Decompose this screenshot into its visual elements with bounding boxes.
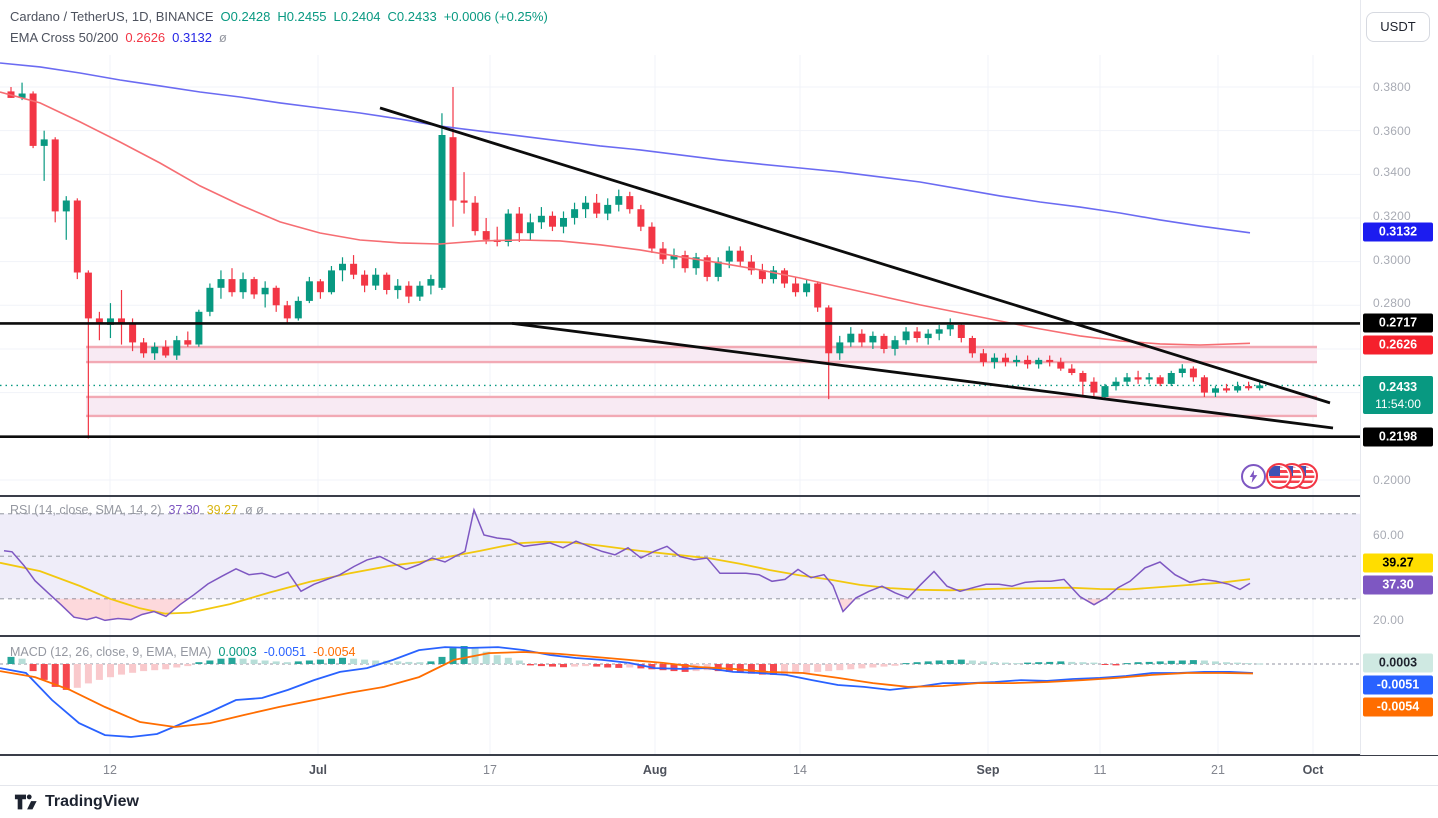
macd-badge: -0.0054 <box>1363 697 1433 717</box>
axis-label: 0.3200 <box>1373 209 1411 223</box>
macd-line-value: -0.0051 <box>263 645 307 659</box>
time-tick: Jul <box>308 763 328 777</box>
macd-signal-value: -0.0054 <box>313 645 356 659</box>
macd-label: MACD (12, 26, close, 9, EMA, EMA) <box>10 645 212 659</box>
ohlc-close: C0.2433 <box>387 9 437 24</box>
time-tick: Oct <box>1302 763 1324 777</box>
price-badge: 0.2717 <box>1363 313 1433 333</box>
footer-bar: TradingView <box>0 786 1438 818</box>
rsi-value: 37.30 <box>168 503 200 517</box>
currency-toggle-button[interactable]: USDT <box>1366 12 1430 42</box>
price-badge: 0.3132 <box>1363 222 1433 242</box>
ema200-value: 0.3132 <box>172 30 212 45</box>
macd-legend: MACD (12, 26, close, 9, EMA, EMA) 0.0003… <box>10 645 356 659</box>
ema-cross-legend: EMA Cross 50/200 0.2626 0.3132 ø <box>10 30 227 45</box>
time-tick: 12 <box>103 763 117 777</box>
panel-divider[interactable] <box>0 635 1438 637</box>
time-tick: 21 <box>1211 763 1225 777</box>
price-badge: 0.2626 <box>1363 335 1433 355</box>
time-tick: Aug <box>642 763 668 777</box>
ema-hide-icon[interactable]: ø <box>218 30 227 45</box>
ohlc-high: H0.2455 <box>277 9 327 24</box>
badge-timestamp: 11:54:00 <box>1375 397 1421 411</box>
time-tick: 11 <box>1093 763 1107 777</box>
footer-divider <box>0 785 1438 786</box>
axis-label: 60.00 <box>1373 528 1405 542</box>
symbol-title: Cardano / TetherUS, 1D, BINANCE <box>10 9 214 24</box>
axis-label: 0.3600 <box>1373 124 1411 138</box>
axis-label: 0.2800 <box>1373 296 1411 310</box>
tradingview-brand-text[interactable]: TradingView <box>45 793 139 810</box>
axis-label: 0.3800 <box>1373 80 1411 94</box>
event-markers <box>1241 463 1318 489</box>
ema-cross-label: EMA Cross 50/200 <box>10 30 119 45</box>
us-flag-event-icon[interactable] <box>1266 463 1292 489</box>
rsi-legend: RSI (14, close, SMA, 14, 2) 37.30 39.27 … <box>10 503 264 517</box>
time-tick: 14 <box>793 763 807 777</box>
lightning-bolt-icon <box>1249 469 1258 483</box>
axis-label: 20.00 <box>1373 613 1405 627</box>
macd-badge: 0.0003 <box>1363 653 1433 673</box>
time-tick: Sep <box>976 763 1000 777</box>
flag-canton <box>1269 466 1280 476</box>
rsi-hide-icons[interactable]: ø ø <box>245 503 264 517</box>
change-value: +0.0006 (+0.25%) <box>443 9 548 24</box>
time-tick: 17 <box>483 763 497 777</box>
time-axis[interactable]: 12 Jul 17 Aug 14 Sep 11 21 Oct <box>0 756 1360 785</box>
ema50-value: 0.2626 <box>125 30 166 45</box>
rsi-sma-value: 39.27 <box>206 503 239 517</box>
price-badge: 0.2433 11:54:00 <box>1363 376 1433 414</box>
chart-canvas[interactable] <box>0 0 1360 755</box>
panel-divider <box>0 754 1438 756</box>
axis-label: 0.2000 <box>1373 473 1411 487</box>
symbol-legend: Cardano / TetherUS, 1D, BINANCE O0.2428 … <box>10 9 548 24</box>
price-badge: 0.2198 <box>1363 427 1433 447</box>
rsi-badge: 37.30 <box>1363 575 1433 595</box>
panel-divider[interactable] <box>0 495 1438 497</box>
rsi-badge: 39.27 <box>1363 553 1433 573</box>
axis-label: 0.3400 <box>1373 165 1411 179</box>
rsi-label: RSI (14, close, SMA, 14, 2) <box>10 503 162 517</box>
ohlc-low: L0.2404 <box>333 9 381 24</box>
tradingview-logo-icon[interactable] <box>14 793 38 811</box>
macd-hist-value: 0.0003 <box>218 645 257 659</box>
ohlc-open: O0.2428 <box>220 9 271 24</box>
macd-badge: -0.0051 <box>1363 675 1433 695</box>
price-axis[interactable]: 0.3800 0.3600 0.3400 0.3200 0.3000 0.2800 0.20… <box>1360 0 1438 755</box>
lightning-event-icon[interactable] <box>1241 463 1266 489</box>
axis-label: 0.3000 <box>1373 253 1411 267</box>
